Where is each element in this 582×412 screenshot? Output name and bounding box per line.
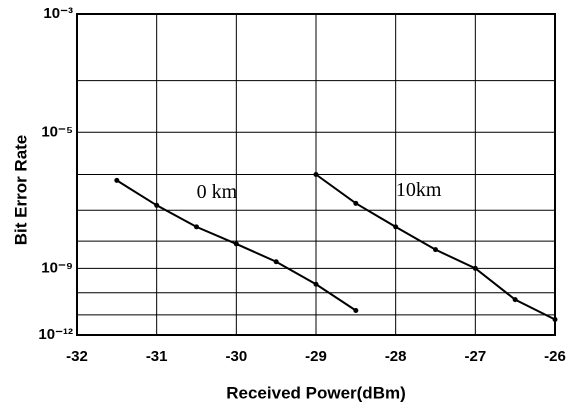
data-point — [393, 224, 399, 230]
x-tick-label: -28 — [385, 348, 407, 365]
x-tick-label: -30 — [225, 348, 247, 365]
data-point — [353, 200, 359, 206]
data-point — [472, 265, 478, 271]
data-point — [233, 241, 239, 247]
data-point — [273, 259, 279, 265]
data-point — [154, 202, 160, 208]
x-tick-label: -26 — [544, 348, 566, 365]
data-point — [512, 297, 518, 303]
data-point — [552, 316, 558, 322]
y-tick-label: 10⁻³ — [43, 5, 73, 22]
x-tick-label: -31 — [146, 348, 168, 365]
y-tick-label: 10⁻⁹ — [41, 259, 73, 276]
y-tick-label: 10⁻⁵ — [41, 123, 73, 140]
data-point — [433, 247, 438, 253]
series-label: 0 km — [197, 181, 238, 203]
y-tick-label: 10⁻¹² — [38, 326, 73, 343]
series-label: 10km — [396, 179, 442, 201]
data-point — [313, 281, 319, 287]
data-point — [353, 308, 359, 314]
data-point — [313, 172, 319, 177]
y-axis-label: Bit Error Rate — [11, 135, 30, 246]
x-tick-label: -29 — [305, 348, 327, 365]
x-axis-label: Received Power(dBm) — [226, 383, 406, 402]
data-point — [194, 224, 199, 230]
x-tick-label: -27 — [464, 348, 486, 365]
x-tick-label: -32 — [66, 348, 88, 365]
data-point — [114, 177, 120, 183]
plot-frame — [76, 13, 556, 336]
